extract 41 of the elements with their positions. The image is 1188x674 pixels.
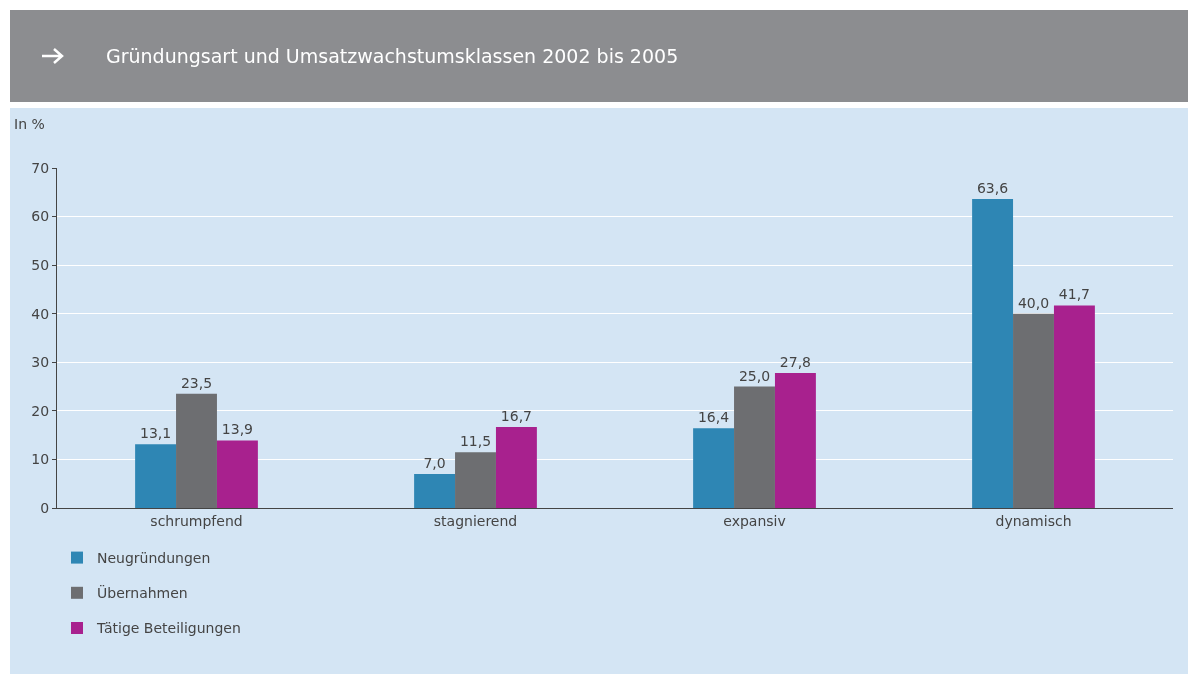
data-label: 7,0 xyxy=(423,455,446,471)
data-label: 23,5 xyxy=(180,374,213,391)
data-label: 40,0 xyxy=(1017,294,1050,311)
data-label: 13,9 xyxy=(221,421,254,438)
y-tick-label: 20 xyxy=(31,402,50,419)
bar xyxy=(414,474,456,508)
y-tick-label: 50 xyxy=(31,257,50,274)
bar xyxy=(176,393,217,508)
y-tick-label: 10 xyxy=(31,451,50,468)
x-tick-label: dynamisch xyxy=(995,512,1072,529)
legend-label: Übernahmen xyxy=(97,584,188,602)
bar xyxy=(734,386,775,508)
bar xyxy=(216,440,258,508)
data-label: 63,6 xyxy=(976,180,1009,197)
bar xyxy=(1053,305,1095,508)
bar xyxy=(774,372,816,508)
bar xyxy=(693,428,735,508)
x-tick-label: schrumpfend xyxy=(150,512,243,529)
data-label: 16,4 xyxy=(697,409,730,426)
legend-label: Tätige Beteiligungen xyxy=(96,620,241,637)
chart-title: Gründungsart und Umsatzwachstumsklassen 2002 bis 2005 xyxy=(106,45,679,67)
data-label: 11,5 xyxy=(459,433,492,450)
y-tick-label: 40 xyxy=(31,305,50,322)
y-axis-title: In % xyxy=(14,116,45,132)
data-label: 16,7 xyxy=(500,407,533,424)
bar xyxy=(972,199,1014,508)
bar xyxy=(1013,313,1054,508)
data-label: 25,0 xyxy=(738,367,771,384)
bar xyxy=(455,452,496,508)
legend-label: Neugründungen xyxy=(97,550,211,567)
data-label: 13,1 xyxy=(139,425,172,442)
bar xyxy=(495,426,537,508)
y-tick-label: 30 xyxy=(31,354,50,371)
y-tick-label: 0 xyxy=(40,499,50,516)
x-tick-label: expansiv xyxy=(723,512,786,529)
bar xyxy=(135,444,177,508)
y-tick-label: 60 xyxy=(31,208,50,225)
y-tick-label: 70 xyxy=(31,159,50,176)
x-tick-label: stagnierend xyxy=(433,512,518,529)
data-label: 41,7 xyxy=(1058,286,1091,303)
data-label: 27,8 xyxy=(779,353,812,370)
